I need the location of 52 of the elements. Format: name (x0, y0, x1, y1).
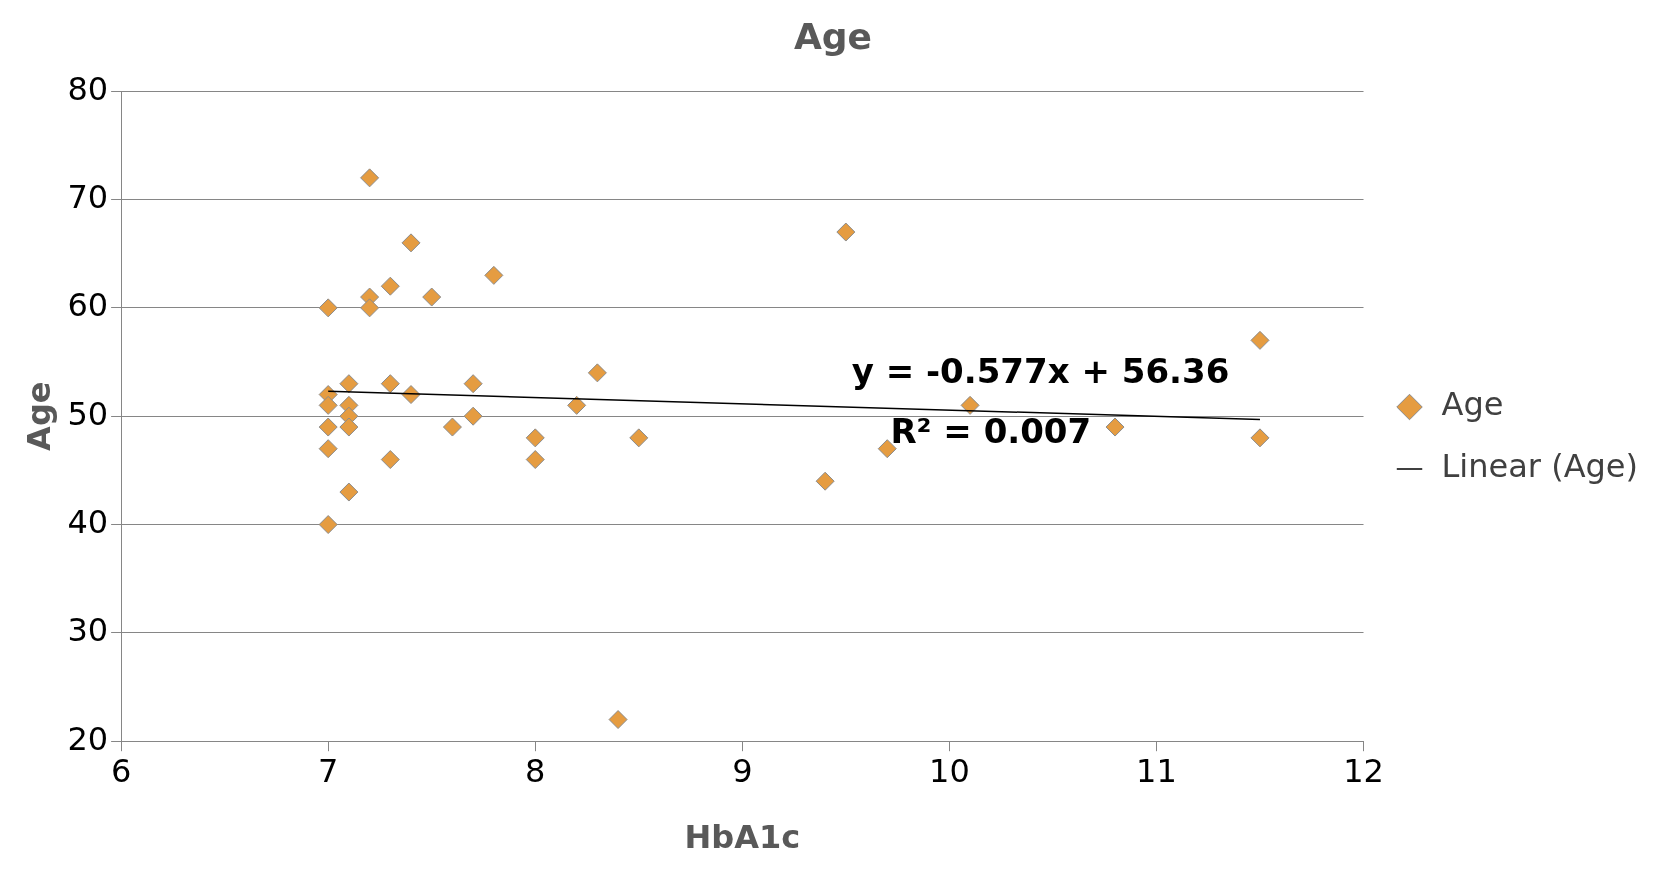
point (339, 482, 359, 502)
annotation: y = -0.577x + 56.36 (851, 350, 1230, 391)
point (422, 287, 442, 307)
x-tick-label: 9 (732, 751, 753, 790)
point (463, 374, 483, 394)
x-axis-title: HbA1c (684, 818, 801, 857)
y-tick-label: 60 (67, 286, 109, 325)
point (442, 417, 462, 437)
y-tick-label: 70 (67, 177, 109, 216)
y-tick-label: 50 (67, 394, 109, 433)
point (380, 450, 400, 470)
point (587, 363, 607, 383)
point (960, 395, 980, 415)
y-tick-label: 80 (67, 69, 109, 108)
point (629, 428, 649, 448)
y-axis-title: Age (19, 381, 58, 451)
point (318, 417, 338, 437)
y-tick-label: 40 (67, 502, 109, 541)
y-tick-label: 20 (67, 719, 109, 758)
legend-label: Linear (Age) (1441, 447, 1638, 486)
legend-label: Age (1441, 385, 1504, 424)
point (360, 168, 380, 188)
y-tick-label: 30 (67, 611, 109, 650)
x-tick-label: 7 (318, 751, 339, 790)
x-tick-label: 8 (525, 751, 546, 790)
x-tick-label: 12 (1343, 751, 1384, 790)
point (318, 298, 338, 318)
point (318, 439, 338, 459)
point (1250, 428, 1270, 448)
x-tick-label: 11 (1136, 751, 1177, 790)
point (463, 406, 483, 426)
point (318, 515, 338, 535)
point (525, 428, 545, 448)
point (484, 265, 504, 285)
point (401, 233, 421, 253)
x-tick-label: 10 (929, 751, 970, 790)
annotation: R² = 0.007 (890, 410, 1092, 451)
chart-title: Age (793, 15, 873, 57)
point (360, 298, 380, 318)
point (525, 450, 545, 470)
point (1105, 417, 1125, 437)
point (339, 374, 359, 394)
x-tick-label: 6 (110, 751, 132, 790)
point (608, 710, 628, 730)
point (380, 276, 400, 296)
point (1250, 330, 1270, 350)
point (836, 222, 856, 242)
point (380, 374, 400, 394)
point (318, 395, 338, 415)
point (815, 471, 835, 491)
point (567, 395, 587, 415)
point (339, 417, 359, 437)
